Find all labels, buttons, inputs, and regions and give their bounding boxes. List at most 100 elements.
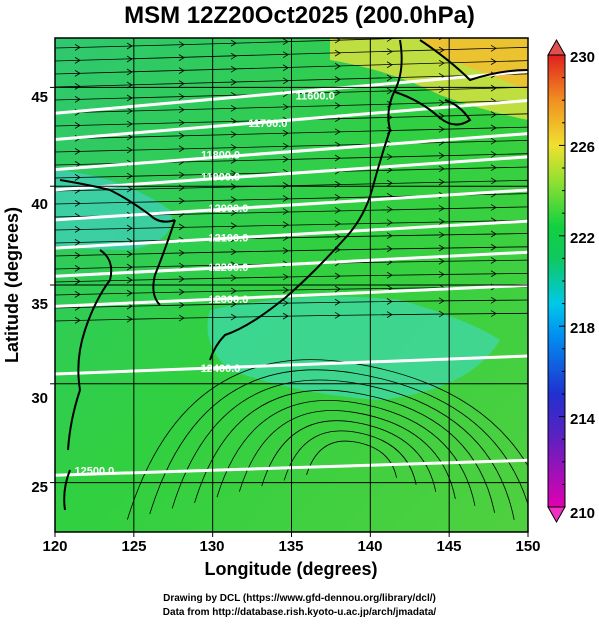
streamline bbox=[55, 126, 528, 140]
streamline-arrow bbox=[74, 239, 81, 246]
streamline-arrow bbox=[126, 276, 133, 284]
streamline-arrow bbox=[334, 76, 341, 83]
streamline-arrow bbox=[74, 317, 81, 324]
streamline-arrow bbox=[490, 137, 497, 145]
streamline-arrow bbox=[74, 252, 81, 259]
map-plot-area: 11600.0 11700.0 11800.0 11900.0 12000.0 12100… bbox=[55, 38, 528, 532]
streamline-arrow bbox=[334, 62, 341, 70]
streamline bbox=[55, 140, 528, 153]
streamline-arrow bbox=[230, 313, 237, 321]
y-tick-label-45: 45 bbox=[31, 89, 48, 106]
streamline bbox=[55, 60, 528, 75]
streamline-arrow bbox=[282, 51, 289, 59]
streamline-curved bbox=[283, 430, 417, 485]
streamline-arrow bbox=[334, 272, 341, 280]
streamline-arrow bbox=[74, 122, 81, 129]
streamline-arrow bbox=[490, 310, 497, 317]
streamline-arrow bbox=[126, 315, 133, 323]
streamline-arrow bbox=[334, 220, 341, 227]
x-axis-title: Longitude (degrees) bbox=[204, 559, 377, 579]
streamline-curved bbox=[261, 420, 437, 492]
coastlines bbox=[59, 39, 528, 511]
streamline-arrow bbox=[334, 233, 341, 241]
streamline-arrow bbox=[126, 289, 133, 297]
streamline-arrow bbox=[490, 151, 497, 158]
streamline-arrow bbox=[230, 39, 237, 47]
streamline-curved bbox=[194, 389, 495, 513]
streamline-arrow bbox=[74, 83, 81, 90]
streamline-arrow bbox=[282, 155, 289, 163]
contour-label-12400.0: 12400.0 bbox=[201, 363, 241, 375]
streamline-arrow bbox=[334, 298, 341, 306]
streamline-arrow bbox=[178, 288, 185, 296]
x-tick-label-145: 145 bbox=[436, 538, 461, 555]
streamline bbox=[55, 100, 528, 114]
cool-region-center bbox=[207, 296, 500, 400]
streamline-arrow bbox=[282, 273, 289, 281]
credit-drawing: Drawing by DCL (https://www.gfd-dennou.o… bbox=[163, 593, 436, 604]
streamline-arrow bbox=[74, 174, 81, 181]
streamline-arrow bbox=[438, 59, 445, 67]
streamline-arrow bbox=[282, 142, 289, 150]
streamline-arrow bbox=[438, 178, 445, 186]
streamline-arrow bbox=[126, 146, 133, 154]
streamline-arrow bbox=[386, 271, 393, 279]
streamline-arrow bbox=[230, 222, 237, 230]
streamline-arrow bbox=[282, 221, 289, 228]
colorbar: 230 226 222 218 214 210 bbox=[547, 38, 596, 524]
credit-data: Data from http://database.rish.kyoto-u.a… bbox=[162, 607, 437, 618]
streamline-arrow bbox=[490, 257, 497, 264]
streamline-arrow bbox=[178, 314, 185, 322]
streamline-arrow bbox=[490, 38, 492, 39]
streamline bbox=[55, 299, 528, 309]
streamline-arrow bbox=[386, 311, 393, 318]
streamline-arrow bbox=[74, 57, 81, 64]
y-axis-title: Latitude (degrees) bbox=[2, 207, 22, 363]
streamline-arrow bbox=[386, 87, 393, 95]
streamline-arrow bbox=[230, 104, 237, 112]
streamline-arrow bbox=[126, 185, 133, 193]
streamline-arrow bbox=[230, 274, 237, 282]
streamline-arrow bbox=[334, 311, 341, 319]
streamline-arrow bbox=[178, 93, 185, 101]
streamline-arrow bbox=[230, 157, 237, 164]
streamline bbox=[55, 246, 528, 257]
streamline bbox=[55, 179, 528, 192]
streamline-arrow bbox=[282, 129, 289, 137]
streamline-arrow bbox=[74, 278, 81, 285]
streamline-curved bbox=[306, 440, 397, 478]
streamline-arrow bbox=[438, 205, 445, 212]
streamline-arrow bbox=[334, 207, 341, 214]
streamline bbox=[55, 312, 528, 322]
streamline-arrow bbox=[178, 106, 185, 114]
streamline-arrow bbox=[438, 310, 445, 318]
colorbar-label-226: 226 bbox=[570, 139, 595, 156]
streamline-arrow bbox=[74, 70, 81, 77]
streamline-arrow bbox=[126, 120, 133, 128]
streamline-arrow bbox=[386, 232, 393, 240]
streamline-arrow bbox=[230, 248, 237, 256]
axis-ticks bbox=[50, 86, 529, 537]
streamline-arrow bbox=[230, 78, 237, 86]
streamline-arrow bbox=[438, 46, 445, 54]
streamline-arrow bbox=[334, 194, 341, 201]
streamline-arrow bbox=[74, 226, 81, 233]
streamline-arrow bbox=[386, 153, 393, 161]
streamline-arrow bbox=[178, 249, 185, 257]
streamline-arrow bbox=[490, 84, 497, 92]
streamline-curved bbox=[238, 410, 456, 499]
streamline-arrow bbox=[230, 209, 237, 217]
streamline-arrow bbox=[74, 291, 81, 298]
warmest-region bbox=[420, 38, 528, 90]
streamline-arrow bbox=[282, 182, 289, 189]
streamline bbox=[55, 38, 420, 49]
x-tick-label-140: 140 bbox=[357, 538, 382, 555]
streamline-arrow bbox=[178, 145, 185, 153]
streamline-arrow bbox=[282, 77, 289, 85]
streamline-arrow bbox=[438, 152, 445, 159]
streamline-arrow bbox=[438, 125, 445, 133]
streamline-arrow bbox=[230, 131, 237, 138]
streamline-arrow bbox=[126, 263, 133, 271]
streamline-arrow bbox=[490, 44, 497, 52]
